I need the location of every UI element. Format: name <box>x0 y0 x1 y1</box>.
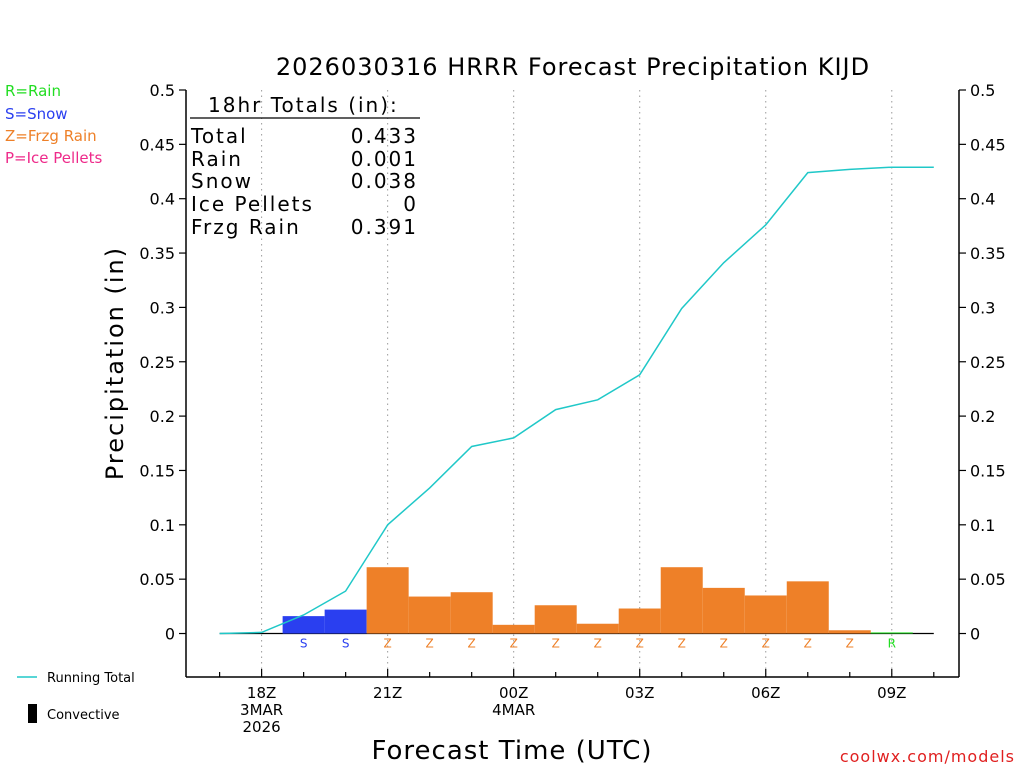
y-tick-label-right: 0.35 <box>970 244 1006 263</box>
y-tick-label-left: 0.1 <box>150 516 175 535</box>
y-tick-label-right: 0.05 <box>970 570 1006 589</box>
totals-label-ice-pellets: Ice Pellets <box>191 192 314 216</box>
running-total-line <box>219 166 934 635</box>
x-tick-label: 21Z <box>373 684 402 702</box>
totals-label-frzg-rain: Frzg Rain <box>191 215 301 239</box>
y-tick-label-left: 0.45 <box>139 135 175 154</box>
precip-bar <box>660 567 703 634</box>
y-tick-label-right: 0.2 <box>970 407 995 426</box>
axes: 0 0 0.05 0.05 0.1 0.1 0.15 0.15 0.2 0.2 0.25 0.25 0.… <box>139 81 1005 736</box>
y-tick-label-right: 0 <box>970 625 980 644</box>
x-tick-label: 06Z <box>751 684 780 702</box>
precip-type-label: Z <box>846 637 854 651</box>
x-tick-label: 03Z <box>625 684 654 702</box>
totals-label-rain: Rain <box>191 147 243 171</box>
precip-type-label: Z <box>762 637 770 651</box>
precip-bar <box>366 567 409 634</box>
x-tick-label: 18Z <box>247 684 276 702</box>
series-legend: Running Total Convective <box>17 671 135 723</box>
precip-type-label: Z <box>426 637 434 651</box>
precip-type-label: Z <box>384 637 392 651</box>
totals-value-ice-pellets: 0 <box>403 192 418 216</box>
totals-label-total: Total <box>190 124 248 148</box>
y-tick-label-left: 0.15 <box>139 461 175 480</box>
precip-type-label: Z <box>678 637 686 651</box>
type-legend-snow: S=Snow <box>5 105 68 123</box>
totals-heading: 18hr Totals (in): <box>208 93 399 117</box>
precip-type-label: Z <box>468 637 476 651</box>
convective-legend-swatch <box>28 704 37 723</box>
running-total-series <box>219 166 934 635</box>
precip-type-label: Z <box>594 637 602 651</box>
totals-label-snow: Snow <box>191 169 253 193</box>
precip-bar <box>450 592 493 634</box>
type-legend-ice-pellets: P=Ice Pellets <box>5 149 102 167</box>
totals-box: 18hr Totals (in): Total 0.433 Rain 0.001… <box>190 93 420 239</box>
totals-value-rain: 0.001 <box>351 147 418 171</box>
credit-text: coolwx.com/models <box>840 747 1015 766</box>
precip-type-label: Z <box>636 637 644 651</box>
running-total-legend-label: Running Total <box>47 671 135 686</box>
x-tick-label: 2026 <box>243 718 281 736</box>
x-tick-label: 4MAR <box>492 701 535 719</box>
precip-bar <box>576 623 619 634</box>
y-tick-label-left: 0.5 <box>150 81 175 100</box>
type-legend: R=Rain S=Snow Z=Frzg Rain P=Ice Pellets <box>5 82 102 167</box>
y-tick-label-right: 0.25 <box>970 353 1006 372</box>
precip-bar <box>618 608 661 634</box>
precip-bar <box>534 605 577 634</box>
precip-bar <box>282 616 325 634</box>
x-tick-label: 3MAR <box>240 701 283 719</box>
y-tick-label-right: 0.4 <box>970 190 995 209</box>
precip-bar <box>492 624 535 634</box>
type-legend-rain: R=Rain <box>5 82 61 100</box>
totals-value-total: 0.433 <box>351 124 418 148</box>
x-tick-label: 09Z <box>877 684 906 702</box>
totals-value-frzg-rain: 0.391 <box>351 215 418 239</box>
y-tick-label-left: 0.35 <box>139 244 175 263</box>
precip-bar <box>870 632 913 634</box>
precip-bar <box>408 596 451 634</box>
precip-type-label: R <box>888 637 896 651</box>
precip-type-label: Z <box>552 637 560 651</box>
y-tick-label-right: 0.3 <box>970 298 995 317</box>
y-axis-label: Precipitation (in) <box>101 246 129 480</box>
type-legend-frzg-rain: Z=Frzg Rain <box>5 127 97 145</box>
y-tick-label-left: 0.3 <box>150 298 175 317</box>
y-tick-label-left: 0.4 <box>150 190 175 209</box>
y-tick-label-left: 0.2 <box>150 407 175 426</box>
precip-bar <box>828 630 871 634</box>
precip-type-label: Z <box>510 637 518 651</box>
y-tick-label-right: 0.15 <box>970 461 1006 480</box>
precip-bar <box>786 581 829 634</box>
y-tick-label-right: 0.5 <box>970 81 995 100</box>
precip-type-label: S <box>300 637 308 651</box>
precip-type-label: Z <box>804 637 812 651</box>
x-axis-label: Forecast Time (UTC) <box>371 736 652 766</box>
totals-value-snow: 0.038 <box>351 169 418 193</box>
y-tick-label-left: 0.05 <box>139 570 175 589</box>
y-tick-label-left: 0 <box>165 625 175 644</box>
chart-title: 2026030316 HRRR Forecast Precipitation K… <box>276 53 870 81</box>
y-tick-label-left: 0.25 <box>139 353 175 372</box>
convective-legend-label: Convective <box>47 708 120 723</box>
precip-bar <box>744 595 787 634</box>
precip-bar <box>324 609 367 634</box>
y-tick-label-right: 0.1 <box>970 516 995 535</box>
precip-bar <box>702 587 745 634</box>
precip-type-label: S <box>342 637 350 651</box>
precip-type-label: Z <box>720 637 728 651</box>
y-tick-label-right: 0.45 <box>970 135 1006 154</box>
x-tick-label: 00Z <box>499 684 528 702</box>
